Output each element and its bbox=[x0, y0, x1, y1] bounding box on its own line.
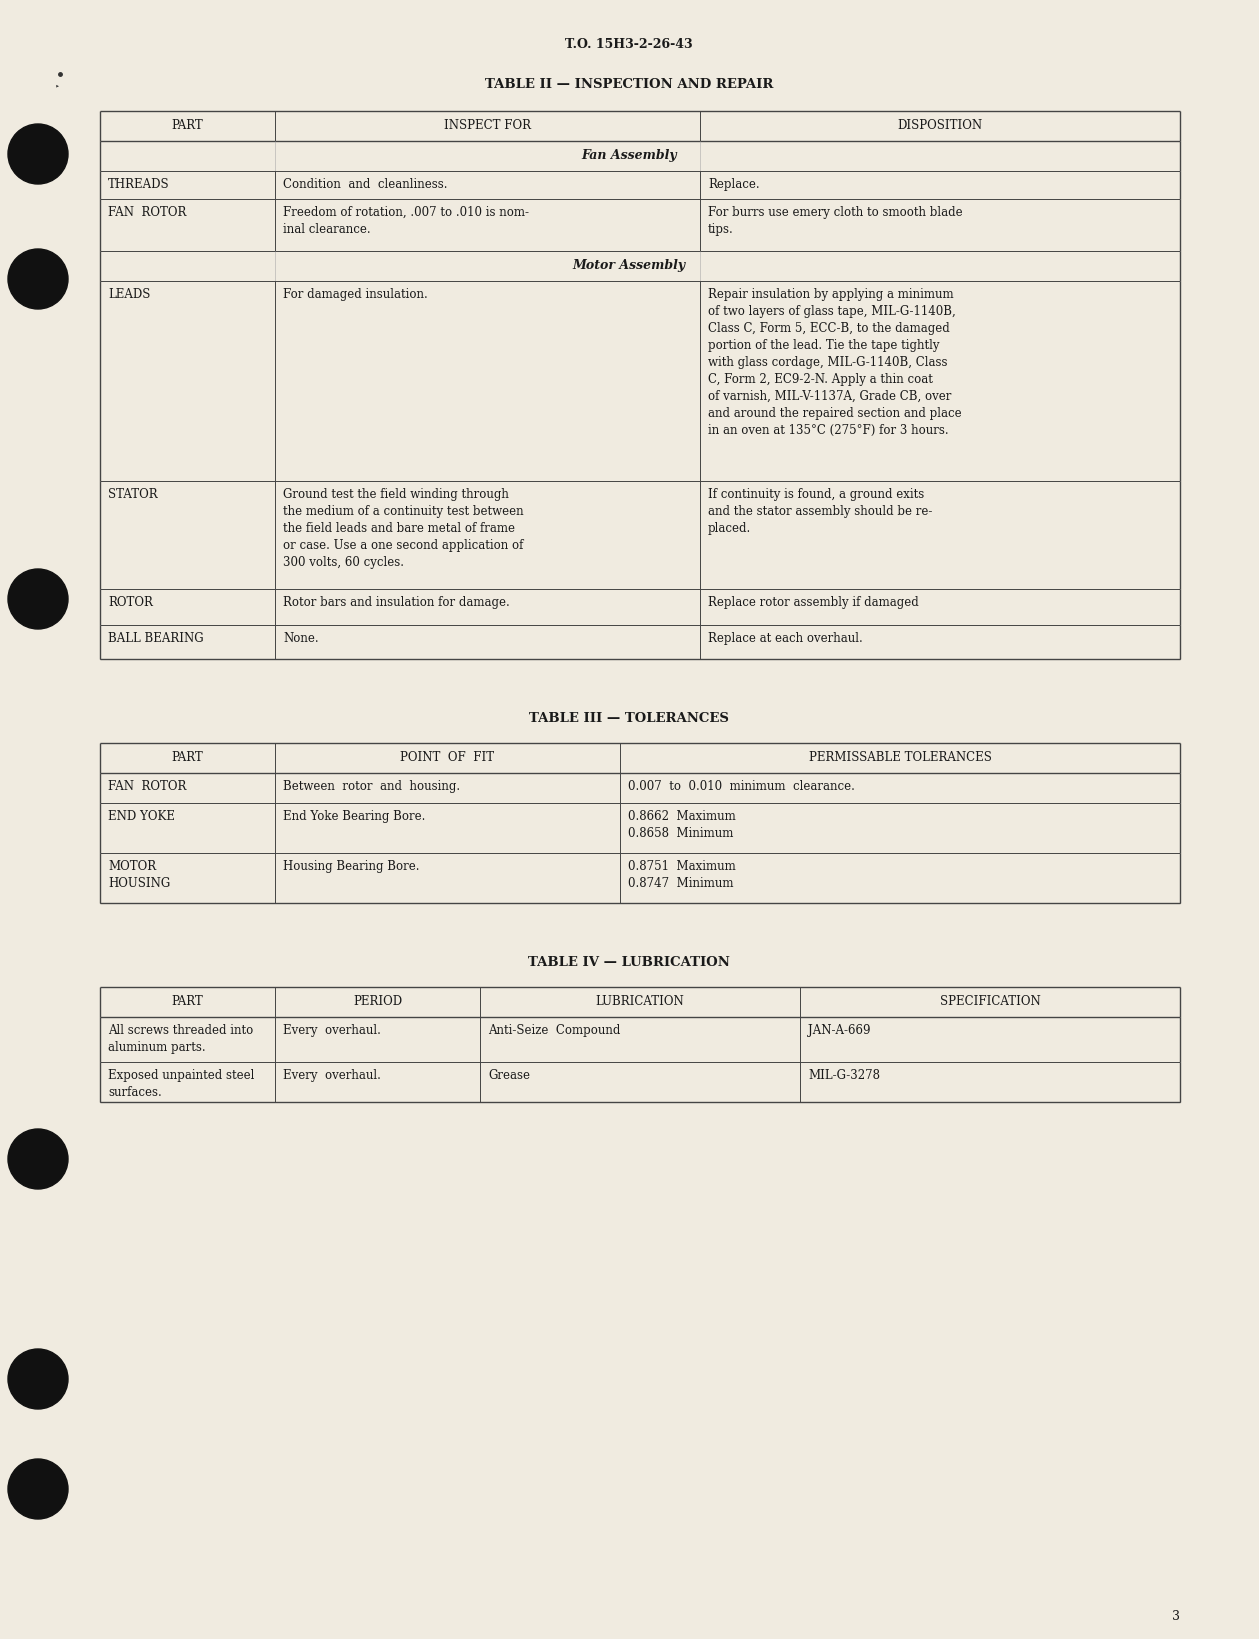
Text: Repair insulation by applying a minimum
of two layers of glass tape, MIL-G-1140B: Repair insulation by applying a minimum … bbox=[708, 288, 962, 436]
Text: Exposed unpainted steel
surfaces.: Exposed unpainted steel surfaces. bbox=[108, 1069, 254, 1098]
Text: ‣: ‣ bbox=[55, 82, 60, 90]
Text: ROTOR: ROTOR bbox=[108, 595, 152, 608]
Text: MIL-G-3278: MIL-G-3278 bbox=[808, 1069, 880, 1082]
Text: FAN  ROTOR: FAN ROTOR bbox=[108, 207, 186, 220]
Text: PERMISSABLE TOLERANCES: PERMISSABLE TOLERANCES bbox=[808, 751, 991, 764]
Text: Ground test the field winding through
the medium of a continuity test between
th: Ground test the field winding through th… bbox=[283, 488, 524, 569]
Text: BALL BEARING: BALL BEARING bbox=[108, 631, 204, 644]
Text: Freedom of rotation, .007 to .010 is nom-
inal clearance.: Freedom of rotation, .007 to .010 is nom… bbox=[283, 207, 529, 236]
Text: Housing Bearing Bore.: Housing Bearing Bore. bbox=[283, 859, 419, 872]
Text: If continuity is found, a ground exits
and the stator assembly should be re-
pla: If continuity is found, a ground exits a… bbox=[708, 488, 933, 534]
Text: 0.007  to  0.010  minimum  clearance.: 0.007 to 0.010 minimum clearance. bbox=[628, 780, 855, 793]
Circle shape bbox=[8, 1459, 68, 1519]
Text: End Yoke Bearing Bore.: End Yoke Bearing Bore. bbox=[283, 810, 426, 823]
Text: SPECIFICATION: SPECIFICATION bbox=[939, 995, 1040, 1008]
Text: MOTOR
HOUSING: MOTOR HOUSING bbox=[108, 859, 170, 890]
Text: END YOKE: END YOKE bbox=[108, 810, 175, 823]
Text: POINT  OF  FIT: POINT OF FIT bbox=[400, 751, 495, 764]
Text: TABLE III — TOLERANCES: TABLE III — TOLERANCES bbox=[529, 711, 729, 724]
Text: Anti-Seize  Compound: Anti-Seize Compound bbox=[488, 1023, 621, 1036]
Text: Every  overhaul.: Every overhaul. bbox=[283, 1069, 381, 1082]
Circle shape bbox=[8, 125, 68, 185]
Text: Every  overhaul.: Every overhaul. bbox=[283, 1023, 381, 1036]
Text: Grease: Grease bbox=[488, 1069, 530, 1082]
Text: All screws threaded into
aluminum parts.: All screws threaded into aluminum parts. bbox=[108, 1023, 253, 1054]
Text: INSPECT FOR: INSPECT FOR bbox=[444, 120, 531, 131]
Text: Replace rotor assembly if damaged: Replace rotor assembly if damaged bbox=[708, 595, 919, 608]
Text: TABLE II — INSPECTION AND REPAIR: TABLE II — INSPECTION AND REPAIR bbox=[485, 79, 773, 90]
Text: 0.8662  Maximum
0.8658  Minimum: 0.8662 Maximum 0.8658 Minimum bbox=[628, 810, 735, 839]
Text: 3: 3 bbox=[1172, 1609, 1180, 1623]
Text: Condition  and  cleanliness.: Condition and cleanliness. bbox=[283, 179, 447, 190]
Text: Rotor bars and insulation for damage.: Rotor bars and insulation for damage. bbox=[283, 595, 510, 608]
Text: For burrs use emery cloth to smooth blade
tips.: For burrs use emery cloth to smooth blad… bbox=[708, 207, 963, 236]
Text: 0.8751  Maximum
0.8747  Minimum: 0.8751 Maximum 0.8747 Minimum bbox=[628, 859, 735, 890]
Circle shape bbox=[8, 249, 68, 310]
Text: For damaged insulation.: For damaged insulation. bbox=[283, 288, 428, 302]
Text: None.: None. bbox=[283, 631, 319, 644]
Text: Replace at each overhaul.: Replace at each overhaul. bbox=[708, 631, 862, 644]
Text: THREADS: THREADS bbox=[108, 179, 170, 190]
Text: Replace.: Replace. bbox=[708, 179, 759, 190]
Circle shape bbox=[8, 570, 68, 629]
Text: DISPOSITION: DISPOSITION bbox=[898, 120, 982, 131]
Text: JAN-A-669: JAN-A-669 bbox=[808, 1023, 870, 1036]
Text: PART: PART bbox=[171, 751, 204, 764]
Text: Motor Assembly: Motor Assembly bbox=[573, 259, 686, 272]
Text: LEADS: LEADS bbox=[108, 288, 150, 302]
Circle shape bbox=[8, 1349, 68, 1410]
Text: PART: PART bbox=[171, 995, 204, 1008]
Text: PERIOD: PERIOD bbox=[353, 995, 402, 1008]
Text: Between  rotor  and  housing.: Between rotor and housing. bbox=[283, 780, 460, 793]
Text: PART: PART bbox=[171, 120, 204, 131]
Text: STATOR: STATOR bbox=[108, 488, 157, 500]
Text: TABLE IV — LUBRICATION: TABLE IV — LUBRICATION bbox=[528, 956, 730, 969]
Text: LUBRICATION: LUBRICATION bbox=[596, 995, 685, 1008]
Circle shape bbox=[8, 1129, 68, 1190]
Text: T.O. 15H3-2-26-43: T.O. 15H3-2-26-43 bbox=[565, 38, 692, 51]
Text: FAN  ROTOR: FAN ROTOR bbox=[108, 780, 186, 793]
Text: Fan Assembly: Fan Assembly bbox=[582, 149, 677, 162]
